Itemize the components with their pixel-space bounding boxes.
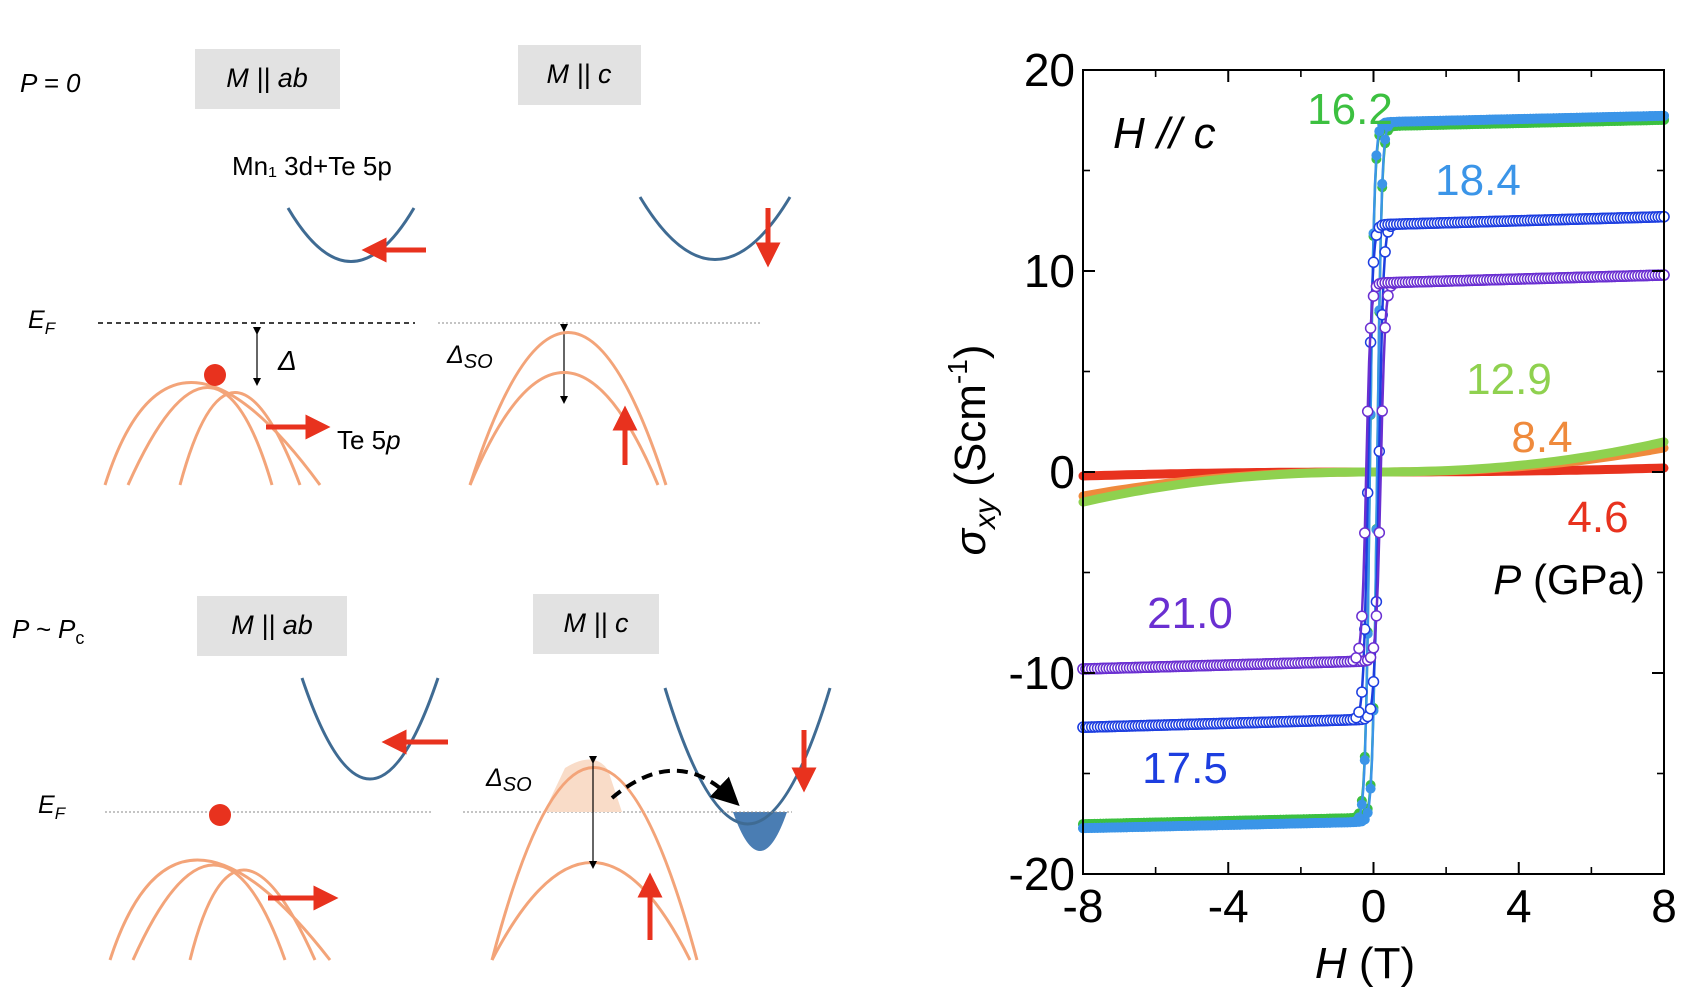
- series-label: 17.5: [1142, 744, 1228, 793]
- data-point: [1367, 256, 1380, 269]
- y-tick-label: 10: [1024, 245, 1075, 297]
- data-point: [1356, 610, 1368, 622]
- valence-band-ab-bottom-1: [108, 858, 332, 961]
- valence-band-c-outer-top: [468, 331, 668, 486]
- x-tick-label: -8: [1063, 880, 1104, 932]
- valence-band-ab-2: [126, 386, 274, 486]
- valence-band-c-inner-top: [468, 371, 660, 486]
- series-line: [1078, 437, 1669, 507]
- series-label: 16.2: [1307, 85, 1393, 134]
- chart-labels-layer: -8 -4 0 4 8 -20 -10 0 10 20 4.6 8.4 12.9 16.2 18.4 17.5…: [1009, 44, 1677, 932]
- gap-label-top: Δ: [277, 345, 297, 376]
- chart-series-layer: [1077, 110, 1670, 834]
- legend-title: P (GPa): [1493, 556, 1645, 603]
- series-21-0: [1077, 269, 1670, 675]
- valence-band-ab-bottom-2: [131, 863, 287, 961]
- x-tick-label: -4: [1208, 880, 1249, 932]
- valence-band-ab-3: [178, 391, 302, 486]
- condition-bottom-label: P ~ Pc: [12, 614, 84, 648]
- valence-band-label: Te 5p: [337, 425, 401, 455]
- band-touching-point: [204, 364, 226, 386]
- data-point: [1367, 642, 1380, 654]
- data-point: [1382, 289, 1394, 302]
- conduction-band-c-bottom: [663, 687, 832, 826]
- fermi-level-label-bottom: EF: [38, 791, 67, 823]
- data-point: [1377, 178, 1388, 189]
- charge-transfer-arrow-icon: [610, 768, 740, 806]
- data-point: [1379, 246, 1391, 258]
- y-axis-label: σxy (Scm-1): [942, 345, 1002, 556]
- series-17-5: [1077, 210, 1670, 734]
- hall-conductivity-chart: -8 -4 0 4 8 -20 -10 0 10 20 4.6 8.4 12.9 16.2 18.4 17.5…: [942, 44, 1677, 988]
- conduction-band-c-top: [638, 196, 792, 261]
- magnetization-label-ab-top: M || ab: [226, 63, 308, 93]
- data-point: [1373, 445, 1386, 458]
- data-point: [1361, 405, 1374, 418]
- data-point: [1353, 812, 1364, 823]
- data-point: [1370, 610, 1383, 622]
- series-label: 8.4: [1511, 413, 1572, 462]
- data-point: [1367, 675, 1380, 688]
- series-18-4: [1078, 110, 1669, 834]
- series-label: 21.0: [1147, 589, 1233, 638]
- series-label: 12.9: [1466, 355, 1552, 404]
- data-point: [1371, 150, 1382, 161]
- magnetization-label-c-top: M || c: [546, 59, 612, 89]
- conduction-band-label: Mn₁ 3d+Te 5p: [232, 151, 392, 181]
- x-tick-label: 8: [1651, 880, 1677, 932]
- valence-band-c-inner-bottom: [490, 861, 692, 961]
- data-point: [1367, 290, 1380, 302]
- data-point: [1380, 134, 1391, 145]
- series-label: 4.6: [1567, 493, 1628, 542]
- valence-band-ab-bottom-3: [188, 868, 317, 961]
- data-point: [1379, 322, 1391, 334]
- magnetization-box-c-bottom: [533, 594, 659, 654]
- data-point: [1356, 686, 1368, 698]
- conduction-band-ab-bottom: [300, 677, 440, 781]
- field-direction-annotation: H // c: [1113, 109, 1216, 158]
- data-point: [1376, 405, 1388, 417]
- data-point: [1359, 527, 1371, 539]
- magnetization-label-c-bottom: M || c: [563, 608, 629, 638]
- y-tick-label: -10: [1009, 647, 1075, 699]
- chart-ticks-layer: [1082, 69, 1665, 875]
- data-point: [1353, 642, 1365, 655]
- y-tick-label: 20: [1024, 44, 1075, 96]
- magnetization-box-c-top: [518, 45, 641, 105]
- x-tick-label: 4: [1506, 880, 1532, 932]
- data-point: [1359, 755, 1370, 766]
- valence-band-ab-1: [103, 381, 322, 486]
- fermi-level-label-top: EF: [28, 306, 57, 338]
- y-tick-label: 0: [1049, 446, 1075, 498]
- so-gap-label-bottom: ΔSO: [485, 764, 532, 796]
- data-point: [1365, 783, 1376, 794]
- magnetization-label-ab-bottom: M || ab: [231, 610, 313, 640]
- data-point: [1364, 703, 1377, 715]
- electron-pocket: [733, 812, 787, 851]
- y-tick-label: -20: [1009, 848, 1075, 900]
- hole-pocket: [544, 759, 622, 812]
- data-point: [1364, 651, 1377, 664]
- magnetization-box-ab-bottom: [197, 596, 347, 656]
- data-point: [1353, 706, 1365, 718]
- magnetization-box-ab-top: [195, 49, 340, 109]
- data-point: [1356, 799, 1367, 810]
- conduction-band-ab-top: [286, 207, 416, 263]
- data-point: [1362, 807, 1373, 818]
- condition-top-label: P = 0: [20, 68, 81, 98]
- so-gap-label-top: ΔSO: [446, 341, 493, 373]
- data-point: [1364, 322, 1377, 334]
- x-axis-label: H (T): [1315, 939, 1415, 988]
- series-label: 18.4: [1435, 156, 1521, 205]
- data-point: [1361, 486, 1374, 499]
- data-point: [1350, 652, 1362, 664]
- x-tick-label: 0: [1361, 880, 1387, 932]
- data-point: [1373, 526, 1386, 539]
- band-schematic: P = 0 M || ab M || c Mn₁ 3d+Te 5p EF Δ Δ…: [12, 45, 832, 961]
- band-touching-point-bottom: [209, 804, 231, 826]
- series-12-9: [1078, 437, 1669, 507]
